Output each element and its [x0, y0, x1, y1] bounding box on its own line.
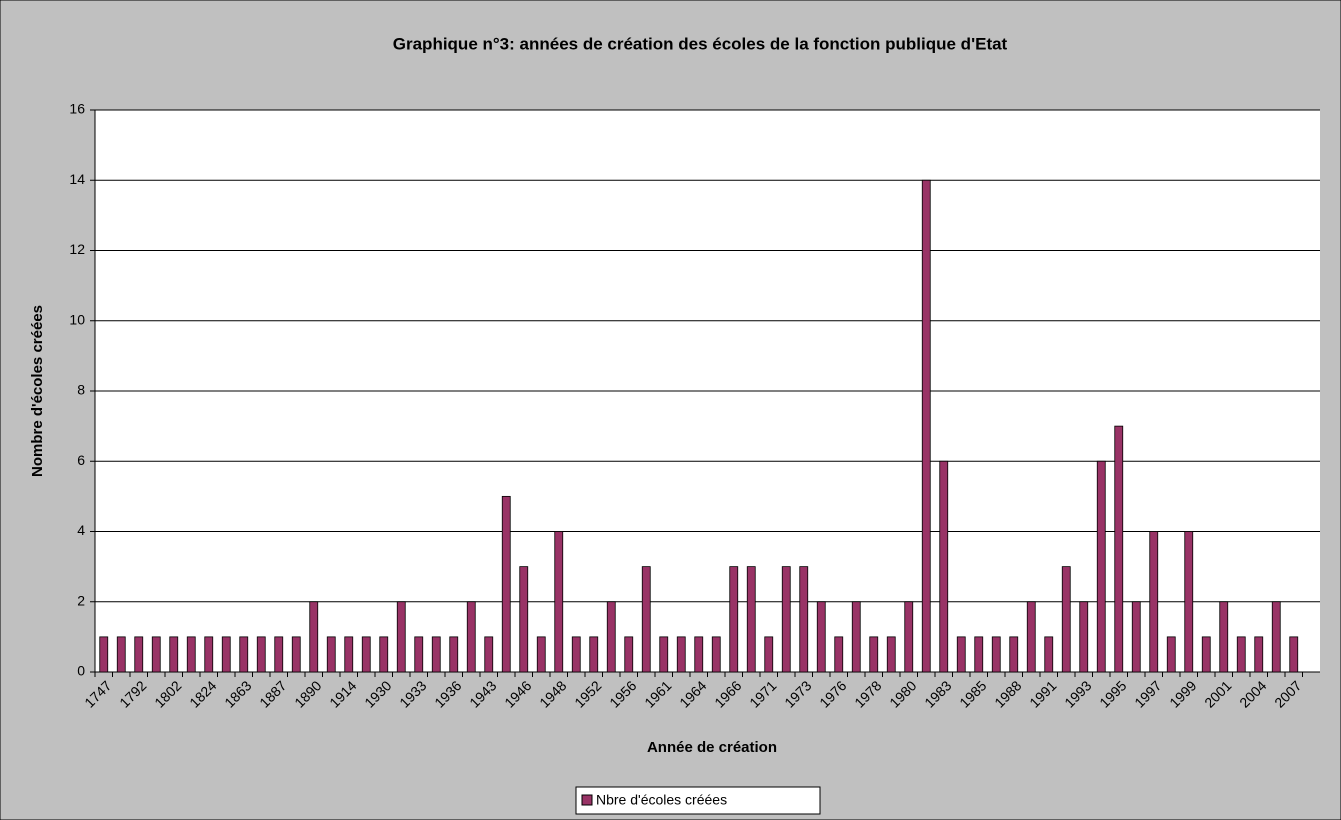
y-tick-label: 16 [69, 101, 85, 117]
y-tick-label: 4 [77, 522, 85, 538]
bar [781, 566, 791, 673]
bar [134, 636, 144, 673]
bar [186, 636, 196, 673]
bar [221, 636, 231, 673]
bar [414, 636, 424, 673]
bar [449, 636, 459, 673]
bar [694, 636, 704, 673]
bar [361, 636, 371, 673]
bar [536, 636, 546, 673]
legend-label: Nbre d'écoles créées [596, 792, 727, 808]
bar [816, 601, 826, 673]
bar [1131, 601, 1141, 673]
bar [1026, 601, 1036, 673]
bar [641, 566, 651, 673]
bar [466, 601, 476, 673]
bar [554, 531, 564, 673]
bar [1114, 425, 1124, 673]
bar [1061, 566, 1071, 673]
x-axis-label: Année de création [647, 739, 777, 756]
bar [1184, 531, 1194, 673]
y-tick-label: 8 [77, 382, 85, 398]
bar [274, 636, 284, 673]
bar [239, 636, 249, 673]
y-tick-label: 0 [77, 663, 85, 679]
bar [956, 636, 966, 673]
bar [711, 636, 721, 673]
bar [1219, 601, 1229, 673]
legend-box [575, 786, 821, 815]
bar [799, 566, 809, 673]
bar [869, 636, 879, 673]
bar [484, 636, 494, 673]
bar [834, 636, 844, 673]
bar [1096, 460, 1106, 673]
bar [151, 636, 161, 673]
bar [921, 179, 931, 673]
bar [991, 636, 1001, 673]
bar [344, 636, 354, 673]
bar [729, 566, 739, 673]
bar [519, 566, 529, 673]
bar [624, 636, 634, 673]
y-tick-label: 14 [69, 171, 85, 187]
bar [379, 636, 389, 673]
y-tick-label: 2 [77, 592, 85, 608]
bar [396, 601, 406, 673]
y-tick-label: 6 [77, 452, 85, 468]
bar [309, 601, 319, 673]
y-axis-label: Nombre d'écoles créées [29, 305, 46, 477]
bar [1079, 601, 1089, 673]
chart-title: Graphique n°3: années de création des éc… [393, 34, 1008, 53]
bar [606, 601, 616, 673]
bar [256, 636, 266, 673]
bar [746, 566, 756, 673]
bar [939, 460, 949, 673]
bar [169, 636, 179, 673]
bar [904, 601, 914, 673]
y-tick-label: 12 [69, 241, 85, 257]
bar [1254, 636, 1264, 673]
bar [99, 636, 109, 673]
bar [1236, 636, 1246, 673]
legend-swatch [581, 794, 593, 806]
bar [589, 636, 599, 673]
bar [116, 636, 126, 673]
bar [204, 636, 214, 673]
bar [886, 636, 896, 673]
bar [1289, 636, 1299, 673]
bar [1201, 636, 1211, 673]
bar [659, 636, 669, 673]
bar [974, 636, 984, 673]
bar [764, 636, 774, 673]
bar [851, 601, 861, 673]
bar [1009, 636, 1019, 673]
bar [501, 495, 511, 673]
bar [1271, 601, 1281, 673]
bar [571, 636, 581, 673]
bar [1044, 636, 1054, 673]
bar [291, 636, 301, 673]
bar [676, 636, 686, 673]
bar [431, 636, 441, 673]
bar [1166, 636, 1176, 673]
bar [1149, 531, 1159, 673]
bar [326, 636, 336, 673]
y-tick-label: 10 [69, 311, 85, 327]
